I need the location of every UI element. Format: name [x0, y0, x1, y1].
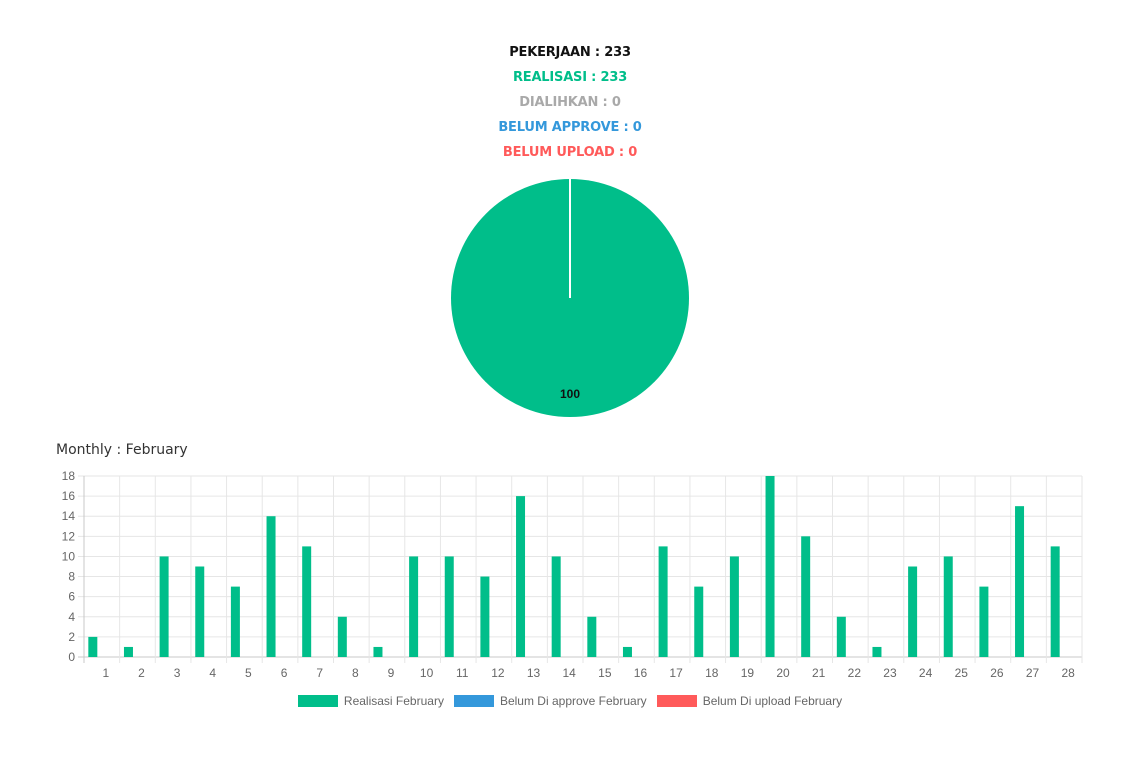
x-tick-label: 27: [1026, 666, 1040, 680]
x-tick-label: 10: [420, 666, 434, 680]
legend-item-belum-di-approve-february[interactable]: Belum Di approve February: [453, 694, 647, 708]
x-tick-label: 17: [669, 666, 683, 680]
belum-approve-total: BELUM APPROVE : 0: [498, 120, 642, 135]
bar-realisasi-february-23: [872, 646, 882, 657]
bar-realisasi-february-9: [373, 646, 383, 657]
pekerjaan-total: PEKERJAAN : 233: [509, 45, 631, 60]
bar-realisasi-february-10: [409, 556, 419, 657]
bar-realisasi-february-25: [943, 556, 953, 657]
dialihkan-total: DIALIHKAN : 0: [519, 95, 621, 110]
y-tick-label: 14: [62, 509, 76, 523]
bar-realisasi-february-7: [302, 546, 312, 657]
x-tick-label: 24: [919, 666, 933, 680]
legend-item-belum-di-upload-february[interactable]: Belum Di upload February: [656, 694, 843, 708]
x-tick-label: 6: [281, 666, 288, 680]
bar-realisasi-february-14: [551, 556, 561, 657]
bar-chart-legend: Realisasi February Belum Di approve Febru…: [0, 694, 1140, 708]
y-tick-label: 12: [62, 529, 76, 543]
belum-upload-total: BELUM UPLOAD : 0: [502, 145, 638, 160]
y-tick-label: 0: [68, 650, 75, 664]
legend-item-realisasi-february[interactable]: Realisasi February: [297, 694, 444, 708]
bar-realisasi-february-15: [587, 616, 597, 657]
bar-realisasi-february-12: [480, 576, 490, 657]
bar-realisasi-february-3: [159, 556, 169, 657]
bar-realisasi-february-13: [516, 496, 526, 657]
legend-swatch: [453, 695, 494, 707]
realisasi-total: REALISASI : 233: [512, 70, 628, 85]
x-tick-label: 21: [812, 666, 826, 680]
x-tick-label: 25: [955, 666, 969, 680]
x-tick-label: 20: [776, 666, 790, 680]
bar-realisasi-february-26: [979, 586, 989, 657]
x-tick-label: 16: [634, 666, 648, 680]
x-tick-label: 3: [174, 666, 181, 680]
x-tick-label: 7: [316, 666, 323, 680]
x-tick-label: 15: [598, 666, 612, 680]
bar-realisasi-february-19: [729, 556, 739, 657]
y-tick-label: 4: [68, 610, 75, 624]
x-tick-label: 8: [352, 666, 359, 680]
y-tick-label: 2: [68, 630, 75, 644]
x-tick-label: 28: [1061, 666, 1075, 680]
x-tick-label: 23: [883, 666, 897, 680]
x-tick-label: 19: [741, 666, 755, 680]
x-tick-label: 13: [527, 666, 541, 680]
bar-realisasi-february-21: [801, 536, 811, 657]
bar-realisasi-february-2: [123, 646, 133, 657]
legend-swatch: [297, 695, 338, 707]
x-tick-label: 14: [562, 666, 576, 680]
x-tick-label: 11: [456, 666, 469, 680]
y-tick-label: 18: [62, 469, 76, 483]
bar-realisasi-february-4: [195, 566, 205, 657]
pie-data-label: 100: [560, 387, 580, 401]
bar-realisasi-february-8: [337, 616, 347, 657]
bar-realisasi-february-27: [1015, 506, 1025, 657]
legend-label: Realisasi February: [343, 694, 444, 708]
bar-realisasi-february-20: [765, 476, 775, 657]
x-tick-label: 26: [990, 666, 1004, 680]
legend-label: Belum Di approve February: [499, 694, 647, 708]
bar-realisasi-february-11: [444, 556, 454, 657]
pie-chart: 100: [451, 179, 689, 417]
bar-realisasi-february-17: [658, 546, 668, 657]
bar-realisasi-february-5: [230, 586, 240, 657]
y-tick-label: 16: [62, 489, 76, 503]
x-tick-label: 5: [245, 666, 252, 680]
bar-realisasi-february-1: [88, 636, 98, 657]
x-tick-label: 22: [848, 666, 862, 680]
bar-realisasi-february-6: [266, 516, 276, 657]
bar-realisasi-february-22: [836, 616, 846, 657]
monthly-title: Monthly : February: [56, 442, 188, 458]
y-tick-label: 6: [68, 590, 75, 604]
x-tick-label: 12: [491, 666, 505, 680]
y-tick-label: 8: [68, 570, 75, 584]
x-tick-label: 1: [102, 666, 109, 680]
bar-realisasi-february-24: [908, 566, 918, 657]
legend-label: Belum Di upload February: [702, 694, 843, 708]
x-tick-label: 9: [388, 666, 395, 680]
x-tick-label: 2: [138, 666, 145, 680]
bar-realisasi-february-28: [1050, 546, 1060, 657]
summary-panel: PEKERJAAN : 233 REALISASI : 233 DIALIHKA…: [0, 40, 1140, 165]
legend-swatch: [656, 695, 697, 707]
x-tick-label: 18: [705, 666, 719, 680]
bar-realisasi-february-18: [694, 586, 704, 657]
x-tick-label: 4: [209, 666, 216, 680]
bar-realisasi-february-16: [622, 646, 632, 657]
y-tick-label: 10: [62, 549, 76, 563]
